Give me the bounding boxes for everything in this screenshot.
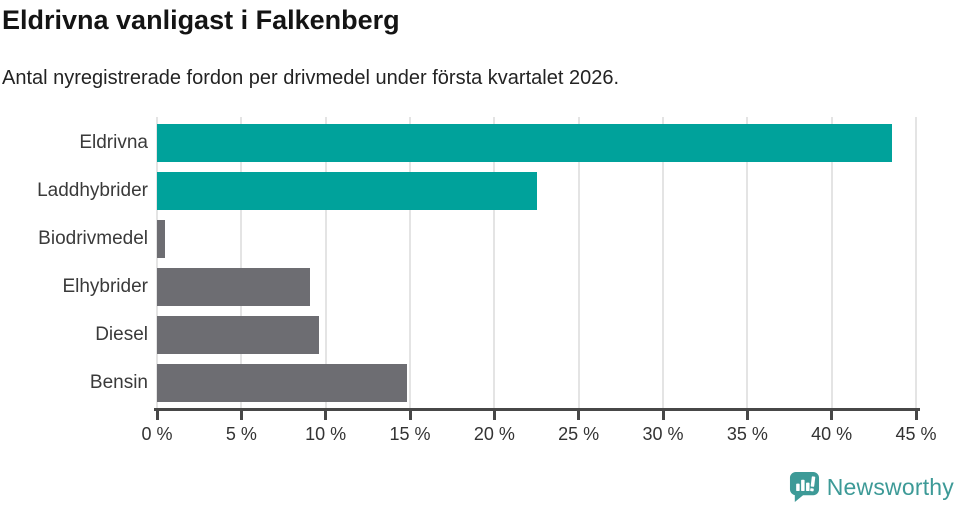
gridline-40	[830, 117, 833, 409]
x-axis-tick-45	[914, 411, 918, 420]
bar-diesel	[157, 316, 319, 354]
newsworthy-logo-icon	[789, 471, 820, 503]
x-axis-tick-40	[830, 411, 834, 420]
x-axis-label-40: 40 %	[811, 424, 853, 444]
gridline-0	[156, 117, 158, 409]
x-axis-label-20: 20 %	[473, 424, 515, 444]
gridline-10	[324, 117, 327, 409]
gridline-35	[746, 117, 749, 409]
category-label-biodrivmedel: Biodrivmedel	[38, 228, 148, 249]
x-axis-label-30: 30 %	[642, 424, 684, 444]
bar-elhybrider	[157, 268, 311, 306]
x-axis-tick-0	[155, 411, 159, 420]
chart-subtitle: Antal nyregistrerade fordon per drivmede…	[2, 67, 620, 89]
x-axis-label-15: 15 %	[389, 424, 431, 444]
x-axis-label-5: 5 %	[225, 424, 257, 444]
bar-laddhybrider	[157, 172, 537, 210]
chart-title: Eldrivna vanligast i Falkenberg	[2, 5, 400, 35]
newsworthy-logo: Newsworthy	[789, 471, 954, 503]
bar-eldrivna	[157, 124, 893, 162]
x-axis-tick-10	[324, 411, 328, 420]
gridline-25	[577, 117, 580, 409]
plot-area	[156, 117, 917, 409]
gridline-15	[409, 117, 411, 409]
x-axis-tick-35	[745, 411, 749, 420]
gridline-20	[493, 117, 496, 409]
x-axis-label-35: 35 %	[726, 424, 768, 444]
bar-bensin	[157, 364, 407, 402]
x-axis-tick-30	[661, 411, 665, 420]
x-axis-tick-25	[577, 411, 581, 420]
x-axis-tick-20	[492, 411, 496, 420]
gridline-45	[915, 117, 917, 409]
x-axis-label-45: 45 %	[895, 424, 937, 444]
x-axis-label-0: 0 %	[141, 424, 173, 444]
x-axis-line	[154, 408, 920, 411]
gridline-5	[240, 117, 243, 409]
category-label-diesel: Diesel	[95, 324, 148, 345]
category-label-eldrivna: Eldrivna	[79, 132, 148, 153]
x-axis-tick-15	[408, 411, 412, 420]
category-label-bensin: Bensin	[89, 372, 148, 393]
newsworthy-logo-text: Newsworthy	[826, 473, 954, 500]
category-label-laddhybrider: Laddhybrider	[37, 180, 148, 201]
x-axis-label-10: 10 %	[305, 424, 347, 444]
bar-biodrivmedel	[157, 220, 166, 258]
gridline-30	[662, 117, 664, 409]
x-axis-tick-5	[239, 411, 243, 420]
x-axis-label-25: 25 %	[558, 424, 600, 444]
category-label-elhybrider: Elhybrider	[62, 276, 148, 297]
